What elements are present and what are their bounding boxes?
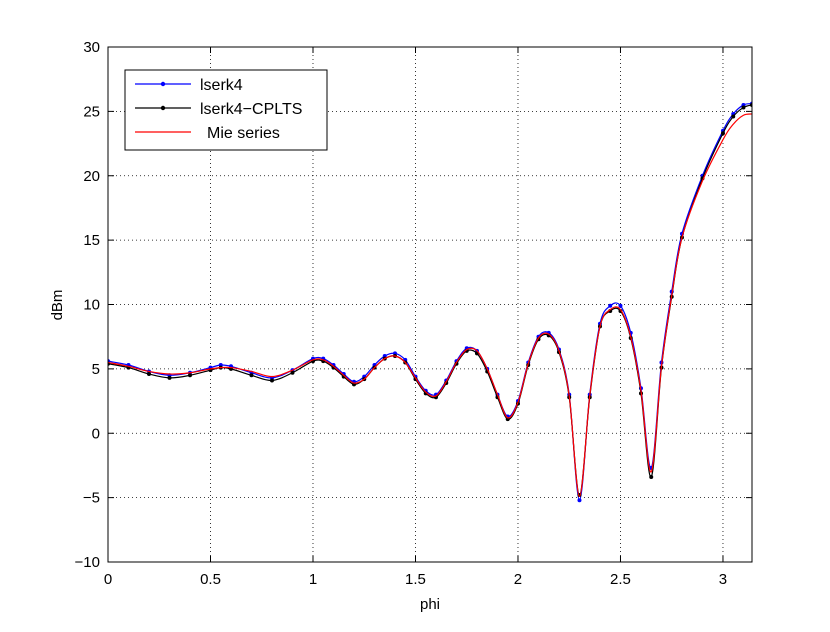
y-tick-label: 10	[83, 297, 100, 314]
data-point	[167, 375, 172, 380]
legend-label: lserk4−CPLTS	[200, 101, 302, 118]
x-tick-label: 1	[309, 571, 317, 588]
data-point	[741, 105, 746, 110]
y-tick-label: −5	[83, 490, 100, 507]
data-point	[188, 373, 192, 378]
legend-label: lserk4	[200, 77, 243, 94]
x-tick-label: 0.5	[200, 571, 221, 588]
y-tick-label: 15	[83, 232, 100, 249]
legend-label: Mie series	[207, 125, 280, 142]
legend-box	[124, 69, 328, 151]
data-point	[608, 303, 613, 308]
x-tick-label: 2.5	[610, 571, 631, 588]
y-tick-label: 25	[83, 103, 100, 120]
data-point	[720, 131, 725, 136]
y-tick-label: 20	[83, 168, 100, 185]
y-tick-label: 0	[92, 425, 100, 442]
data-point	[147, 372, 151, 377]
y-tick-label: 5	[92, 361, 100, 378]
x-tick-label: 1.5	[405, 571, 426, 588]
data-point	[577, 498, 582, 503]
data-point	[649, 475, 654, 480]
x-tick-label: 2	[514, 571, 522, 588]
x-axis-label: phi	[420, 596, 440, 613]
legend: lserk4 lserk4−CPLTS Mie series	[124, 69, 328, 151]
data-point	[249, 373, 254, 378]
y-tick-label: −10	[75, 554, 100, 571]
ticks: 0 0.5 1 1.5 2 2.5 3 −10 −5 0 5 10 15 20 25 30	[75, 39, 752, 588]
legend-marker	[160, 81, 166, 87]
data-point	[290, 370, 295, 375]
series-layer	[108, 101, 752, 503]
x-tick-label: 3	[719, 571, 727, 588]
x-tick-label: 0	[104, 571, 112, 588]
legend-marker	[160, 105, 166, 111]
y-axis-label: dBm	[49, 290, 66, 321]
series-2	[108, 113, 752, 497]
y-tick-label: 30	[83, 39, 100, 56]
data-point	[731, 114, 736, 119]
series-line	[108, 113, 752, 497]
data-point	[618, 303, 623, 308]
data-point	[269, 378, 274, 383]
